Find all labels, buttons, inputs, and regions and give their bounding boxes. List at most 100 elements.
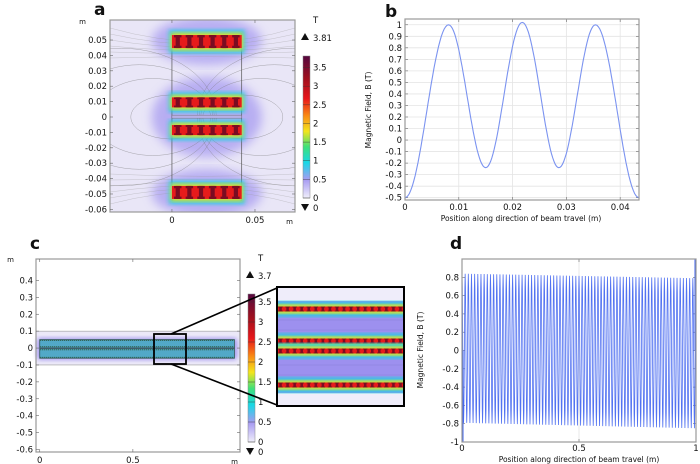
magnet-pole-cap bbox=[285, 352, 290, 354]
magnet-pole-cap bbox=[391, 386, 396, 388]
magnet-pole-cap bbox=[362, 348, 368, 350]
magnet-pole-cap bbox=[220, 185, 228, 189]
colorbar-min-label: 0 bbox=[258, 448, 263, 458]
colorbar-tick-label: 3 bbox=[258, 318, 263, 328]
magnet-pole-cap bbox=[278, 342, 283, 344]
magnet-pole-cap bbox=[306, 382, 312, 384]
panel-b-line-chart: 10.90.80.70.60.50.40.30.20.10-0.1-0.2-0.… bbox=[385, 18, 640, 213]
magnet-pole bbox=[370, 306, 374, 312]
magnet-pole bbox=[314, 348, 318, 354]
magnet-pole-cap bbox=[185, 105, 194, 108]
magnet-pole-cap bbox=[278, 382, 283, 384]
magnet-pole-cap bbox=[341, 382, 347, 384]
field-line bbox=[110, 179, 295, 181]
magnet-pole-cap bbox=[355, 386, 361, 388]
magnet-pole-cap bbox=[220, 45, 228, 49]
magnet-pole bbox=[399, 348, 402, 354]
magnet-pole-cap bbox=[369, 382, 375, 384]
magnet-pole bbox=[399, 382, 402, 388]
magnet-pole bbox=[349, 338, 353, 344]
magnet-pole-cap bbox=[320, 348, 326, 350]
magnet-row bbox=[277, 306, 404, 312]
x-tick-label: 0.03 bbox=[557, 203, 576, 213]
magnet-pole-cap bbox=[208, 105, 217, 108]
magnet-pole bbox=[175, 97, 180, 108]
magnet-pole-cap bbox=[320, 382, 326, 384]
magnet-pole bbox=[233, 125, 238, 136]
magnet-pole bbox=[378, 382, 381, 388]
magnet-pole bbox=[328, 306, 332, 312]
magnet-pole-cap bbox=[377, 352, 382, 354]
magnet-pole-cap bbox=[208, 97, 217, 100]
undulator-magnets bbox=[39, 339, 235, 359]
y-tick-label: -0.1 bbox=[385, 148, 402, 158]
magnet-pole bbox=[363, 382, 367, 388]
magnet-pole-cap bbox=[355, 348, 361, 350]
magnet-pole bbox=[300, 382, 303, 388]
magnet-pole-cap bbox=[348, 310, 354, 312]
magnet-pole-cap bbox=[292, 338, 297, 340]
magnet-pole bbox=[370, 348, 374, 354]
colorbar-tick-label: 1 bbox=[258, 398, 263, 408]
magnet-pole-cap bbox=[348, 352, 354, 354]
magnet-pole bbox=[385, 348, 388, 354]
magnet-pole-cap bbox=[341, 348, 347, 350]
magnet-pole bbox=[342, 348, 346, 354]
magnet-pole-cap bbox=[299, 338, 304, 340]
magnet-pole-cap bbox=[355, 352, 361, 354]
magnet-pole-cap bbox=[320, 386, 326, 388]
magnet-pole-cap bbox=[320, 352, 326, 354]
magnet-pole-cap bbox=[362, 342, 368, 344]
magnet-pole-cap bbox=[313, 310, 319, 312]
magnet-pole bbox=[335, 348, 339, 354]
y-tick-label: 0.9 bbox=[388, 32, 402, 42]
magnet-pole bbox=[321, 348, 325, 354]
x-tick-label: 0.05 bbox=[246, 216, 265, 226]
magnet-pole-cap bbox=[278, 348, 283, 350]
y-tick-label: 0.2 bbox=[388, 113, 402, 123]
magnet-pole-cap bbox=[327, 352, 333, 354]
field-map-area bbox=[110, 20, 295, 212]
plot-frame bbox=[35, 258, 241, 453]
magnet-pole-cap bbox=[384, 342, 389, 344]
magnet-pole bbox=[385, 306, 388, 312]
field-line bbox=[110, 51, 295, 54]
magnet-pole bbox=[279, 348, 282, 354]
magnet-pole-cap bbox=[174, 97, 182, 100]
zoom-connector-line bbox=[170, 287, 278, 335]
zoom-inset bbox=[277, 287, 404, 406]
magnet-pole-cap bbox=[306, 342, 312, 344]
colorbar-tick-label: 2 bbox=[313, 119, 318, 129]
magnet-pole-cap bbox=[334, 352, 340, 354]
magnet-pole bbox=[399, 338, 402, 344]
magnet-pole bbox=[187, 125, 192, 136]
y-tick-label: -0.4 bbox=[442, 383, 459, 393]
magnet-pole bbox=[349, 306, 353, 312]
magnet-pole bbox=[293, 382, 296, 388]
magnet-pole bbox=[300, 338, 303, 344]
colorbar-tick-label: 0 bbox=[258, 438, 263, 448]
magnet-pole-cap bbox=[220, 97, 228, 100]
magnet-pole bbox=[356, 338, 360, 344]
magnet-pole bbox=[349, 382, 353, 388]
magnet-pole-cap bbox=[355, 382, 361, 384]
magnet-pole-cap bbox=[341, 386, 347, 388]
magnet-pole-cap bbox=[292, 306, 297, 308]
magnet-pole-cap bbox=[391, 352, 396, 354]
magnet-row bbox=[171, 125, 242, 136]
x-tick-label: 1 bbox=[693, 444, 698, 454]
magnet-pole bbox=[321, 338, 325, 344]
magnet-row bbox=[171, 97, 242, 108]
y-tick-label: -0.2 bbox=[385, 159, 402, 169]
magnet-pole-cap bbox=[313, 342, 319, 344]
magnet-pole-cap bbox=[208, 133, 217, 136]
magnet-pole-cap bbox=[306, 352, 312, 354]
magnet-pole-cap bbox=[369, 306, 375, 308]
magnet-pole-cap bbox=[384, 352, 389, 354]
magnet-pole bbox=[198, 97, 204, 108]
magnet-pole-cap bbox=[348, 382, 354, 384]
colorbar-tick-label: 0.5 bbox=[258, 418, 272, 428]
magnet-pole bbox=[307, 348, 311, 354]
y-tick-label: 0.02 bbox=[88, 82, 107, 92]
